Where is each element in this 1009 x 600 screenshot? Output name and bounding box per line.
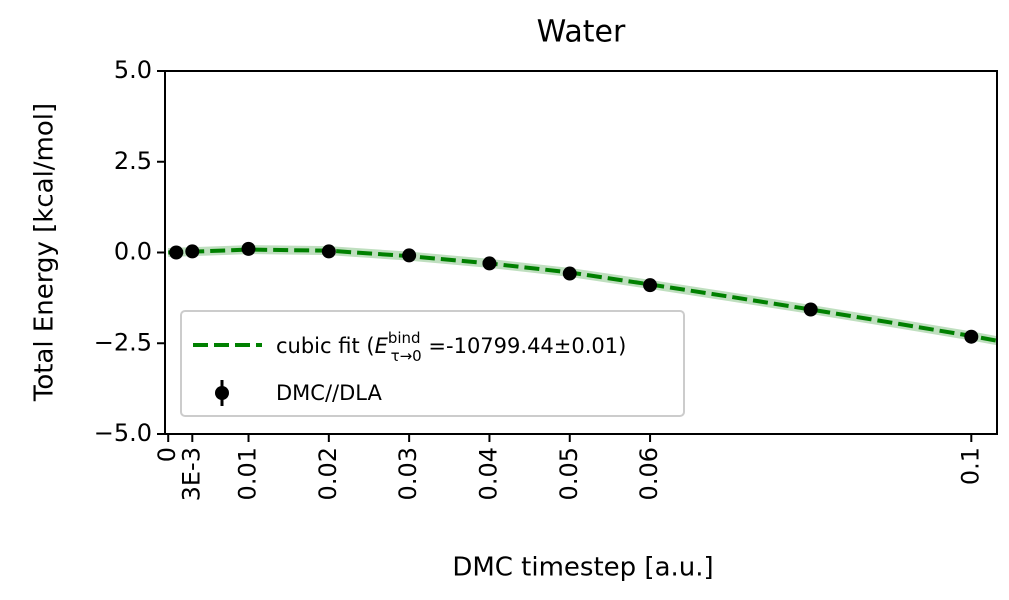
legend-marker bbox=[215, 386, 229, 400]
legend-box bbox=[180, 310, 685, 417]
x-tick-label: 0 bbox=[153, 447, 181, 462]
x-tick-label: 0.05 bbox=[555, 447, 583, 500]
chart-title: Water bbox=[537, 15, 626, 50]
legend-label-part: =-10799.44±0.01) bbox=[422, 334, 627, 358]
y-tick-label: −2.5 bbox=[94, 328, 152, 356]
legend-label: cubic fit (Ebind τ→0 =-10799.44±0.01) bbox=[276, 329, 626, 365]
data-point bbox=[185, 244, 200, 259]
data-point bbox=[482, 256, 497, 271]
data-point bbox=[321, 244, 336, 259]
data-point bbox=[643, 278, 658, 293]
y-axis-label: Total Energy [kcal/mol] bbox=[30, 103, 60, 402]
x-tick-label: 0.02 bbox=[314, 447, 342, 500]
y-tick-label: 2.5 bbox=[114, 147, 152, 175]
x-tick-label: 0.01 bbox=[234, 447, 262, 500]
legend-label-part: E bbox=[375, 334, 389, 358]
y-tick-label: 0.0 bbox=[114, 238, 152, 266]
axes-frame bbox=[164, 70, 998, 435]
plot-area bbox=[168, 241, 997, 346]
x-tick-label: 0.03 bbox=[394, 447, 422, 500]
data-point bbox=[241, 241, 256, 256]
data-point bbox=[803, 302, 818, 317]
legend-label: DMC//DLA bbox=[276, 381, 382, 405]
x-tick-label: 0.06 bbox=[635, 447, 663, 500]
x-tick-label: 0.1 bbox=[956, 447, 984, 485]
x-tick-label: 3E-3 bbox=[177, 447, 205, 501]
legend-label-part: bind bbox=[388, 329, 421, 347]
y-tick-label: 5.0 bbox=[114, 56, 152, 84]
data-point bbox=[402, 248, 417, 263]
fit-line bbox=[168, 247, 997, 343]
data-point bbox=[562, 266, 577, 281]
legend-label-part: cubic fit ( bbox=[276, 334, 375, 358]
y-tick-label: −5.0 bbox=[94, 419, 152, 447]
x-tick-label: 0.04 bbox=[474, 447, 502, 500]
data-point bbox=[169, 245, 184, 260]
legend-label-part: τ→0 bbox=[391, 347, 422, 365]
data-point bbox=[964, 329, 979, 344]
x-axis-label: DMC timestep [a.u.] bbox=[452, 553, 713, 583]
